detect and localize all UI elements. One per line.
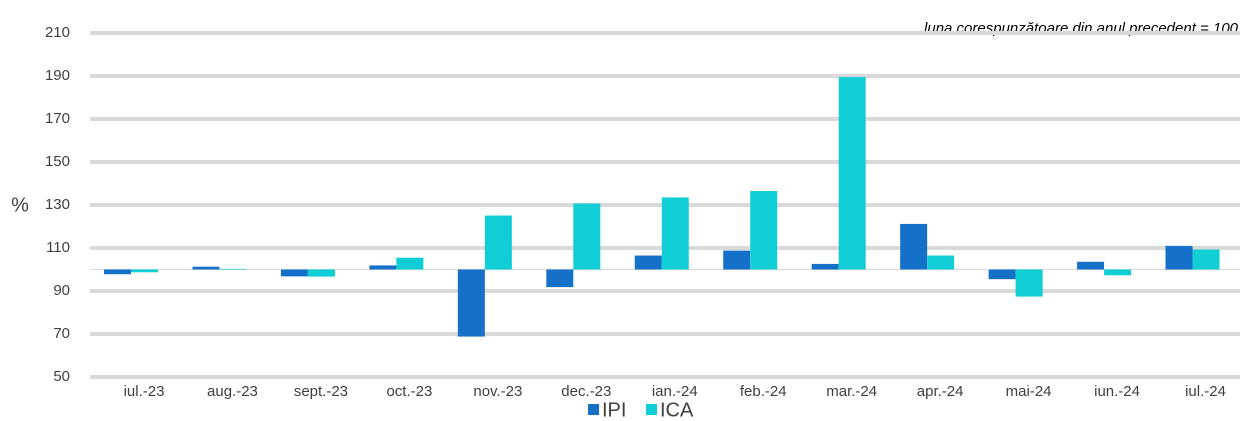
bar: [900, 223, 928, 270]
legend-swatch: [588, 404, 599, 415]
x-tick-label: iun.-24: [1094, 383, 1140, 400]
y-tick-label: 90: [53, 282, 70, 299]
bar: [1165, 245, 1193, 270]
bar: [457, 269, 485, 337]
x-tick-label: apr.-24: [917, 383, 964, 400]
bar: [927, 255, 955, 270]
bar: [723, 250, 751, 270]
bar: [219, 268, 247, 270]
x-tick-label: aug.-23: [207, 383, 258, 400]
bar: [988, 269, 1016, 280]
bar: [634, 255, 662, 270]
y-tick-label: 70: [53, 325, 70, 342]
x-tick-label: mar.-24: [826, 383, 877, 400]
bar: [661, 197, 689, 270]
y-tick-label: 50: [53, 368, 70, 385]
bar: [131, 269, 158, 273]
y-tick-label: 110: [46, 239, 70, 256]
bar: [1104, 269, 1132, 276]
x-tick-label: oct.-23: [386, 383, 432, 400]
bar: [192, 266, 220, 270]
y-tick-label: 190: [45, 67, 70, 84]
bar: [307, 269, 335, 277]
bar: [396, 257, 424, 270]
bar: [811, 263, 839, 270]
bar: [280, 269, 308, 277]
bar: [484, 215, 512, 270]
x-tick-label: feb.-24: [740, 383, 787, 400]
bar: [1192, 249, 1220, 270]
legend-label: ICA: [660, 399, 694, 421]
y-tick-label: 150: [45, 153, 70, 170]
x-tick-label: nov.-23: [473, 383, 522, 400]
x-tick-label: ian.-24: [652, 383, 698, 400]
y-tick-label: 170: [45, 110, 70, 127]
x-tick-label: mai-24: [1006, 383, 1052, 400]
bar: [1077, 261, 1105, 270]
x-tick-label: iul.-24: [1185, 383, 1226, 400]
bar: [838, 77, 866, 270]
y-tick-label: 210: [45, 24, 70, 41]
legend-swatch: [646, 404, 657, 415]
bar: [750, 191, 778, 270]
bar: [1015, 269, 1043, 297]
x-tick-label: dec.-23: [561, 383, 611, 400]
bar: [369, 265, 397, 270]
bar: [104, 269, 131, 275]
legend-label: IPI: [602, 399, 626, 421]
bar: [573, 203, 601, 270]
bar: [546, 269, 574, 288]
y-tick-label: 130: [45, 196, 70, 213]
x-tick-label: sept.-23: [294, 383, 348, 400]
y-axis-label: %: [11, 194, 29, 216]
x-tick-label: iul.-23: [124, 383, 165, 400]
